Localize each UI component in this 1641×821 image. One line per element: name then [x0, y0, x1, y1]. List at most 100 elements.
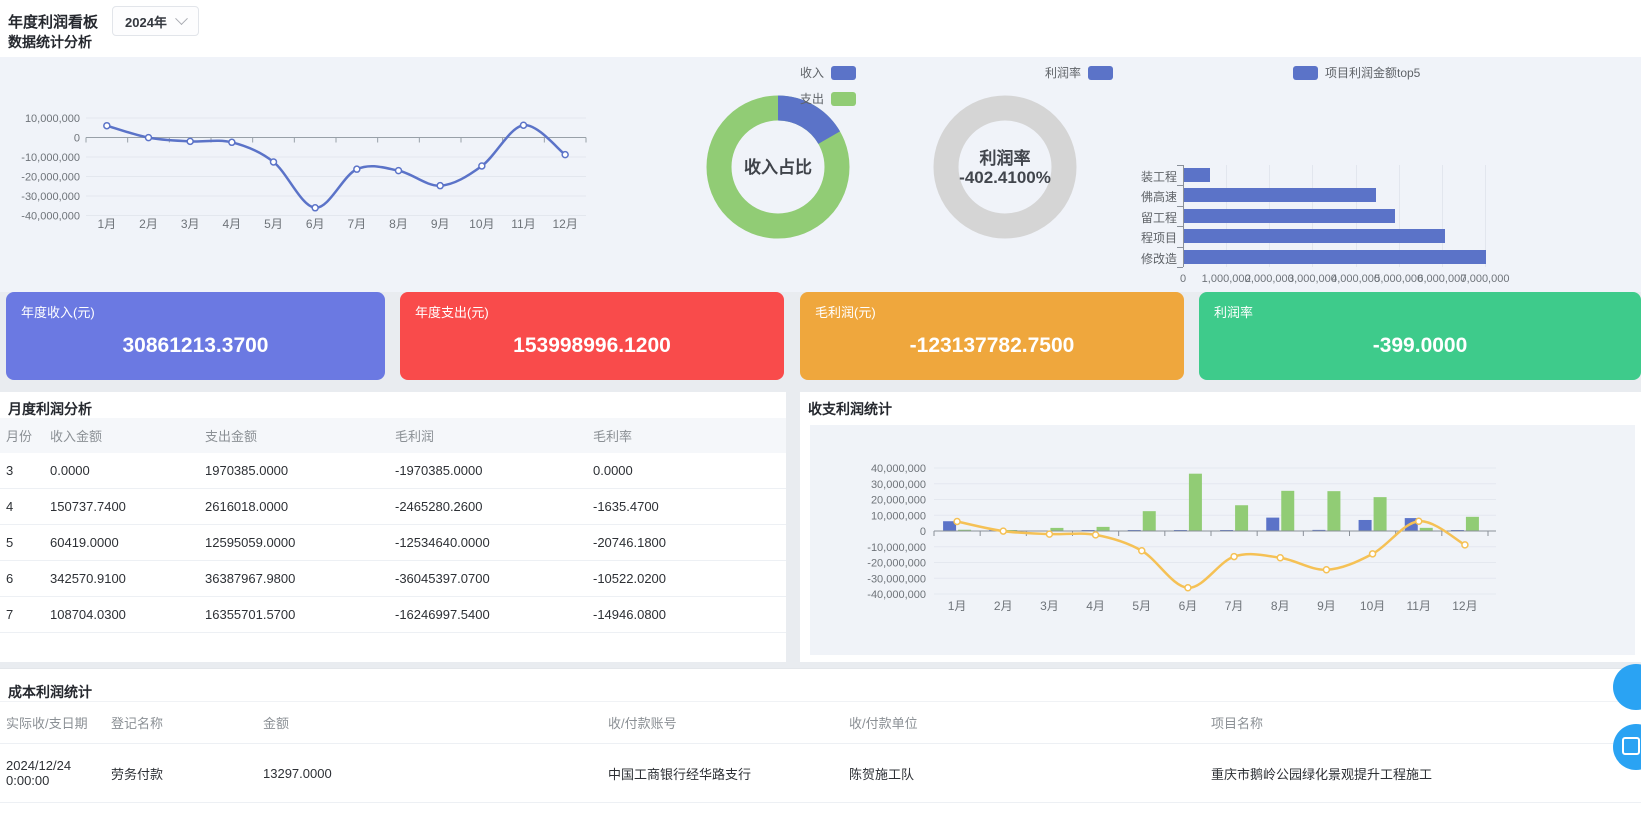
- profit-rate-legend: 利润率: [1045, 64, 1114, 81]
- column-header: 月份: [0, 418, 44, 453]
- cell: 0.0000: [44, 453, 199, 489]
- cell: -12534640.0000: [389, 524, 587, 561]
- cell: 陈贺施工队: [843, 743, 1205, 803]
- gridline: [1441, 165, 1443, 267]
- legend-item[interactable]: 收入: [800, 64, 857, 81]
- income-expense-legend: 收入 支出: [800, 64, 857, 107]
- top5-legend: 项目利润金额top5: [1293, 64, 1420, 81]
- svg-text:10月: 10月: [1360, 599, 1385, 613]
- x-tick-label: 1,000,000: [1201, 273, 1251, 285]
- cell: 60419.0000: [44, 524, 199, 561]
- income-ratio-donut-chart: 收入占比: [706, 95, 850, 239]
- legend-item[interactable]: 支出: [800, 90, 857, 107]
- svg-text:9月: 9月: [1317, 599, 1336, 613]
- svg-text:0: 0: [74, 133, 80, 145]
- cell: -10522.0200: [587, 560, 786, 597]
- card-value: -399.0000: [1372, 334, 1468, 357]
- x-tick-label: 4,000,000: [1331, 273, 1381, 285]
- svg-text:10月: 10月: [469, 217, 494, 231]
- legend-swatch: [831, 91, 857, 106]
- cell: -14946.0800: [587, 596, 786, 633]
- card-label: 毛利润(元): [815, 305, 876, 320]
- cell: 2024/12/24 0:00:00: [0, 743, 105, 803]
- legend-label: 收入: [800, 66, 825, 80]
- legend-swatch: [1088, 65, 1114, 80]
- cell: 13297.0000: [257, 743, 602, 803]
- x-tick-label: 5,000,000: [1374, 273, 1424, 285]
- year-select-value: 2024年: [125, 14, 167, 30]
- x-tick-label: 3,000,000: [1287, 273, 1337, 285]
- table-row: 3 0.0000 1970385.0000 -1970385.0000 0.0000: [0, 453, 786, 489]
- legend-item[interactable]: 项目利润金额top5: [1293, 64, 1420, 81]
- cell: 3: [0, 453, 44, 489]
- year-select[interactable]: 2024年: [112, 6, 199, 36]
- income-expense-profit-chart: 40,000,000 30,000,000 20,000,000 10,000,000…: [867, 463, 1496, 613]
- cell: 150737.7400: [44, 488, 199, 525]
- svg-text:1月: 1月: [948, 599, 967, 613]
- svg-text:6月: 6月: [306, 217, 325, 231]
- legend-swatch: [1293, 65, 1318, 80]
- y-axis-line: [1183, 165, 1184, 267]
- table-row: 6 342570.9100 36387967.9800 -36045397.0700-…: [0, 560, 786, 597]
- svg-text:-10,000,000: -10,000,000: [867, 542, 926, 554]
- column-header: 登记名称: [105, 701, 257, 744]
- svg-text:1月: 1月: [97, 217, 116, 231]
- x-tick-label: 6,000,000: [1417, 273, 1467, 285]
- card-value: -123137782.7500: [909, 334, 1075, 357]
- cell: 重庆市鹅岭公园绿化景观提升工程施工: [1205, 743, 1641, 803]
- svg-text:-402.4100%: -402.4100%: [959, 168, 1051, 187]
- x-tick-label: 0: [1179, 273, 1187, 285]
- column-header: 毛利润: [389, 418, 587, 453]
- cell: 16355701.5700: [199, 596, 389, 633]
- gridline: [1398, 165, 1400, 267]
- feedback-icon: [1622, 737, 1640, 755]
- card-label: 年度支出(元): [415, 305, 489, 320]
- cell: 劳务付款: [105, 743, 257, 803]
- column-header: 收入金额: [44, 418, 199, 453]
- section-divider: [0, 668, 1641, 669]
- cell: 1970385.0000: [199, 453, 389, 489]
- income-expense-title: 收支利润统计: [808, 401, 892, 417]
- cell: 7: [0, 596, 44, 633]
- column-header: 毛利率: [587, 418, 786, 453]
- column-header: 项目名称: [1205, 701, 1641, 744]
- cell: -1970385.0000: [389, 453, 587, 489]
- bar: [1184, 168, 1210, 182]
- column-header: 实际收/支日期: [0, 701, 105, 744]
- axis-tick: [1177, 267, 1183, 268]
- bar: [1184, 188, 1376, 203]
- svg-text:8月: 8月: [389, 217, 408, 231]
- cell: 0.0000: [587, 453, 786, 489]
- card-value: 30861213.3700: [122, 334, 269, 357]
- svg-text:3月: 3月: [181, 217, 200, 231]
- section-title-stats: 数据统计分析: [8, 34, 92, 50]
- cell: 12595059.0000: [199, 524, 389, 561]
- svg-text:-30,000,000: -30,000,000: [21, 191, 80, 203]
- bar: [1184, 249, 1486, 264]
- legend-item[interactable]: 利润率: [1045, 64, 1114, 81]
- cell: -36045397.0700: [389, 560, 587, 597]
- monthly-profit-panel: 月度利润分析 月份 收入金额 支出金额 毛利润 毛利率 3 0.0000 1970385.0…: [0, 392, 786, 662]
- legend-label: 利润率: [1045, 66, 1082, 80]
- svg-text:4月: 4月: [1086, 599, 1105, 613]
- card-label: 年度收入(元): [21, 305, 95, 320]
- cell: -2465280.2600: [389, 488, 587, 525]
- chevron-down-icon: [175, 11, 188, 25]
- card-value: 153998996.1200: [513, 334, 671, 357]
- cell: 5: [0, 524, 44, 561]
- card-label: 利润率: [1214, 305, 1254, 320]
- svg-text:4月: 4月: [222, 217, 241, 231]
- svg-text:11月: 11月: [1407, 599, 1431, 613]
- cell: 108704.0300: [44, 596, 199, 633]
- cell: 36387967.9800: [199, 560, 389, 597]
- axis-tick: [1177, 185, 1183, 187]
- category-label: 装工程: [1140, 170, 1177, 184]
- gridline: [1485, 165, 1486, 267]
- header: 年度利润看板 2024年: [8, 6, 199, 36]
- category-label: 修改造: [1140, 251, 1177, 266]
- svg-text:5月: 5月: [1132, 599, 1151, 613]
- svg-text:2月: 2月: [139, 217, 158, 231]
- category-label: 程项目: [1140, 231, 1177, 246]
- svg-text:3月: 3月: [1040, 599, 1059, 613]
